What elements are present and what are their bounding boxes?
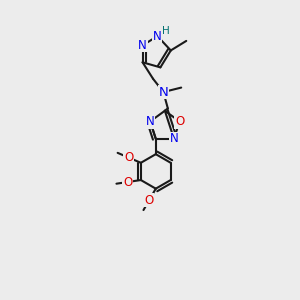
Text: H: H — [162, 26, 169, 36]
Text: O: O — [124, 151, 133, 164]
Text: N: N — [158, 85, 168, 98]
Text: N: N — [169, 132, 178, 145]
Text: N: N — [146, 115, 154, 128]
Text: O: O — [145, 194, 154, 207]
Text: N: N — [153, 30, 162, 43]
Text: O: O — [123, 176, 132, 188]
Text: O: O — [175, 115, 184, 128]
Text: N: N — [138, 39, 147, 52]
